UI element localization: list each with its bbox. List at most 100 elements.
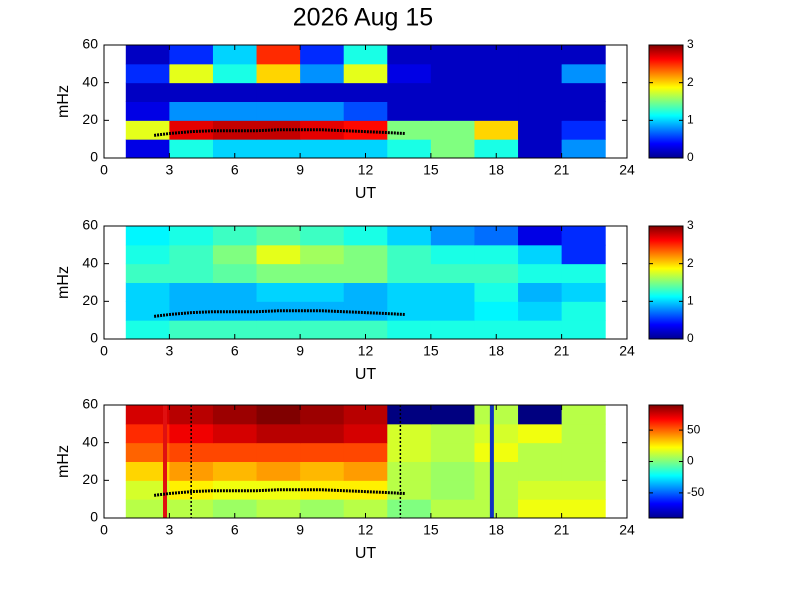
heatmap-cell <box>256 45 301 65</box>
x-tick-label: 3 <box>165 162 173 178</box>
heatmap-cell <box>256 405 301 425</box>
heatmap-cell <box>300 423 345 444</box>
heatmap-cell <box>343 263 388 283</box>
heatmap-cell <box>212 139 258 159</box>
heatmap-cell <box>387 423 432 444</box>
y-tick-label: 20 <box>82 111 98 127</box>
heatmap-cell <box>125 442 170 462</box>
heatmap-cell <box>474 282 519 302</box>
heatmap-cell <box>430 320 475 340</box>
trace-line <box>153 309 405 318</box>
heatmap-cell <box>300 244 345 265</box>
x-axis-label: UT <box>355 366 377 383</box>
colorbar-tick-label: -50 <box>687 485 705 499</box>
heatmap-cell <box>430 139 475 159</box>
colorbar-tick-label: 2 <box>687 75 694 89</box>
heatmap-cell <box>300 82 345 102</box>
heatmap-cell <box>518 139 563 159</box>
heatmap-cell <box>518 63 563 84</box>
heatmap-cell <box>474 63 519 84</box>
heatmap-cell <box>561 226 606 246</box>
heatmap-cell <box>300 405 345 425</box>
heatmap-cell <box>430 301 475 321</box>
heatmap-cell <box>387 263 432 283</box>
heatmap-cell <box>125 244 170 265</box>
heatmap-cell <box>169 282 214 302</box>
heatmap-cell <box>343 301 388 321</box>
heatmap-cell <box>343 244 388 265</box>
heatmap-cell <box>125 282 170 302</box>
heatmap-cell <box>561 263 606 283</box>
heatmap-cell <box>300 45 345 65</box>
heatmap-cell <box>343 101 388 121</box>
heatmap-cell <box>387 82 432 102</box>
heatmap-cell <box>125 139 170 159</box>
heatmap-cell <box>169 263 214 283</box>
heatmap-cell <box>343 82 388 102</box>
heatmap-cell <box>212 461 258 481</box>
heatmap-cell <box>169 226 214 246</box>
heatmap-cell <box>387 244 432 265</box>
x-tick-label: 6 <box>231 522 239 538</box>
colorbar <box>648 404 684 519</box>
heatmap-cell <box>125 405 170 425</box>
colorbar-tick-label: 2 <box>687 256 694 270</box>
heatmap-cell <box>256 499 301 519</box>
heatmap-cell <box>300 499 345 519</box>
heatmap-cell <box>561 120 606 140</box>
heatmap-cell <box>125 101 170 121</box>
heatmap-cell <box>212 82 258 102</box>
colorbar-tick-label: 0 <box>687 454 694 468</box>
y-tick-label: 60 <box>82 36 98 52</box>
heatmap-cell <box>169 499 214 519</box>
heatmap-cell <box>343 320 388 340</box>
heatmap-cell <box>387 226 432 246</box>
x-tick-label: 18 <box>488 522 504 538</box>
heatmap-cell <box>561 139 606 159</box>
heatmap-cell <box>518 120 563 140</box>
heatmap-cell <box>474 320 519 340</box>
heatmap-cell <box>518 244 563 265</box>
heatmap-cell <box>125 301 170 321</box>
heatmap-cell <box>125 63 170 84</box>
heatmap-cell <box>474 301 519 321</box>
heatmap-cell <box>561 320 606 340</box>
heatmap-cell <box>343 139 388 159</box>
heatmap-cell <box>256 263 301 283</box>
heatmap-cell <box>343 461 388 481</box>
heatmap-cell <box>212 423 258 444</box>
heatmap-cell <box>125 45 170 65</box>
heatmap-cell <box>125 263 170 283</box>
heatmap-cell <box>518 226 563 246</box>
heatmap-cell <box>518 423 563 444</box>
x-tick-label: 15 <box>423 162 439 178</box>
x-tick-label: 12 <box>358 522 374 538</box>
colorbar-tick-label: 50 <box>687 422 701 436</box>
heatmap-cell <box>343 442 388 462</box>
heatmap-cell <box>518 82 563 102</box>
x-tick-label: 18 <box>488 343 504 359</box>
x-tick-label: 21 <box>554 522 570 538</box>
x-axis-label: UT <box>355 545 377 562</box>
heatmap-cell <box>343 499 388 519</box>
y-tick-label: 60 <box>82 396 98 412</box>
y-axis-label: mHz <box>55 266 72 299</box>
heatmap-cell <box>430 405 475 425</box>
heatmap-cell <box>212 101 258 121</box>
heatmap-cell <box>518 461 563 481</box>
heatmap-cell <box>561 63 606 84</box>
y-tick-label: 0 <box>90 330 98 346</box>
heatmap-cell <box>518 480 563 500</box>
heatmap-cell <box>474 45 519 65</box>
heatmap-cell <box>474 405 519 425</box>
heatmap-cell <box>474 442 519 462</box>
x-tick-label: 9 <box>296 522 304 538</box>
heatmap-cell <box>518 499 563 519</box>
heatmap-cell <box>430 480 475 500</box>
heatmap-cell <box>256 461 301 481</box>
heatmap-cell <box>474 461 519 481</box>
heatmap-cell <box>343 226 388 246</box>
